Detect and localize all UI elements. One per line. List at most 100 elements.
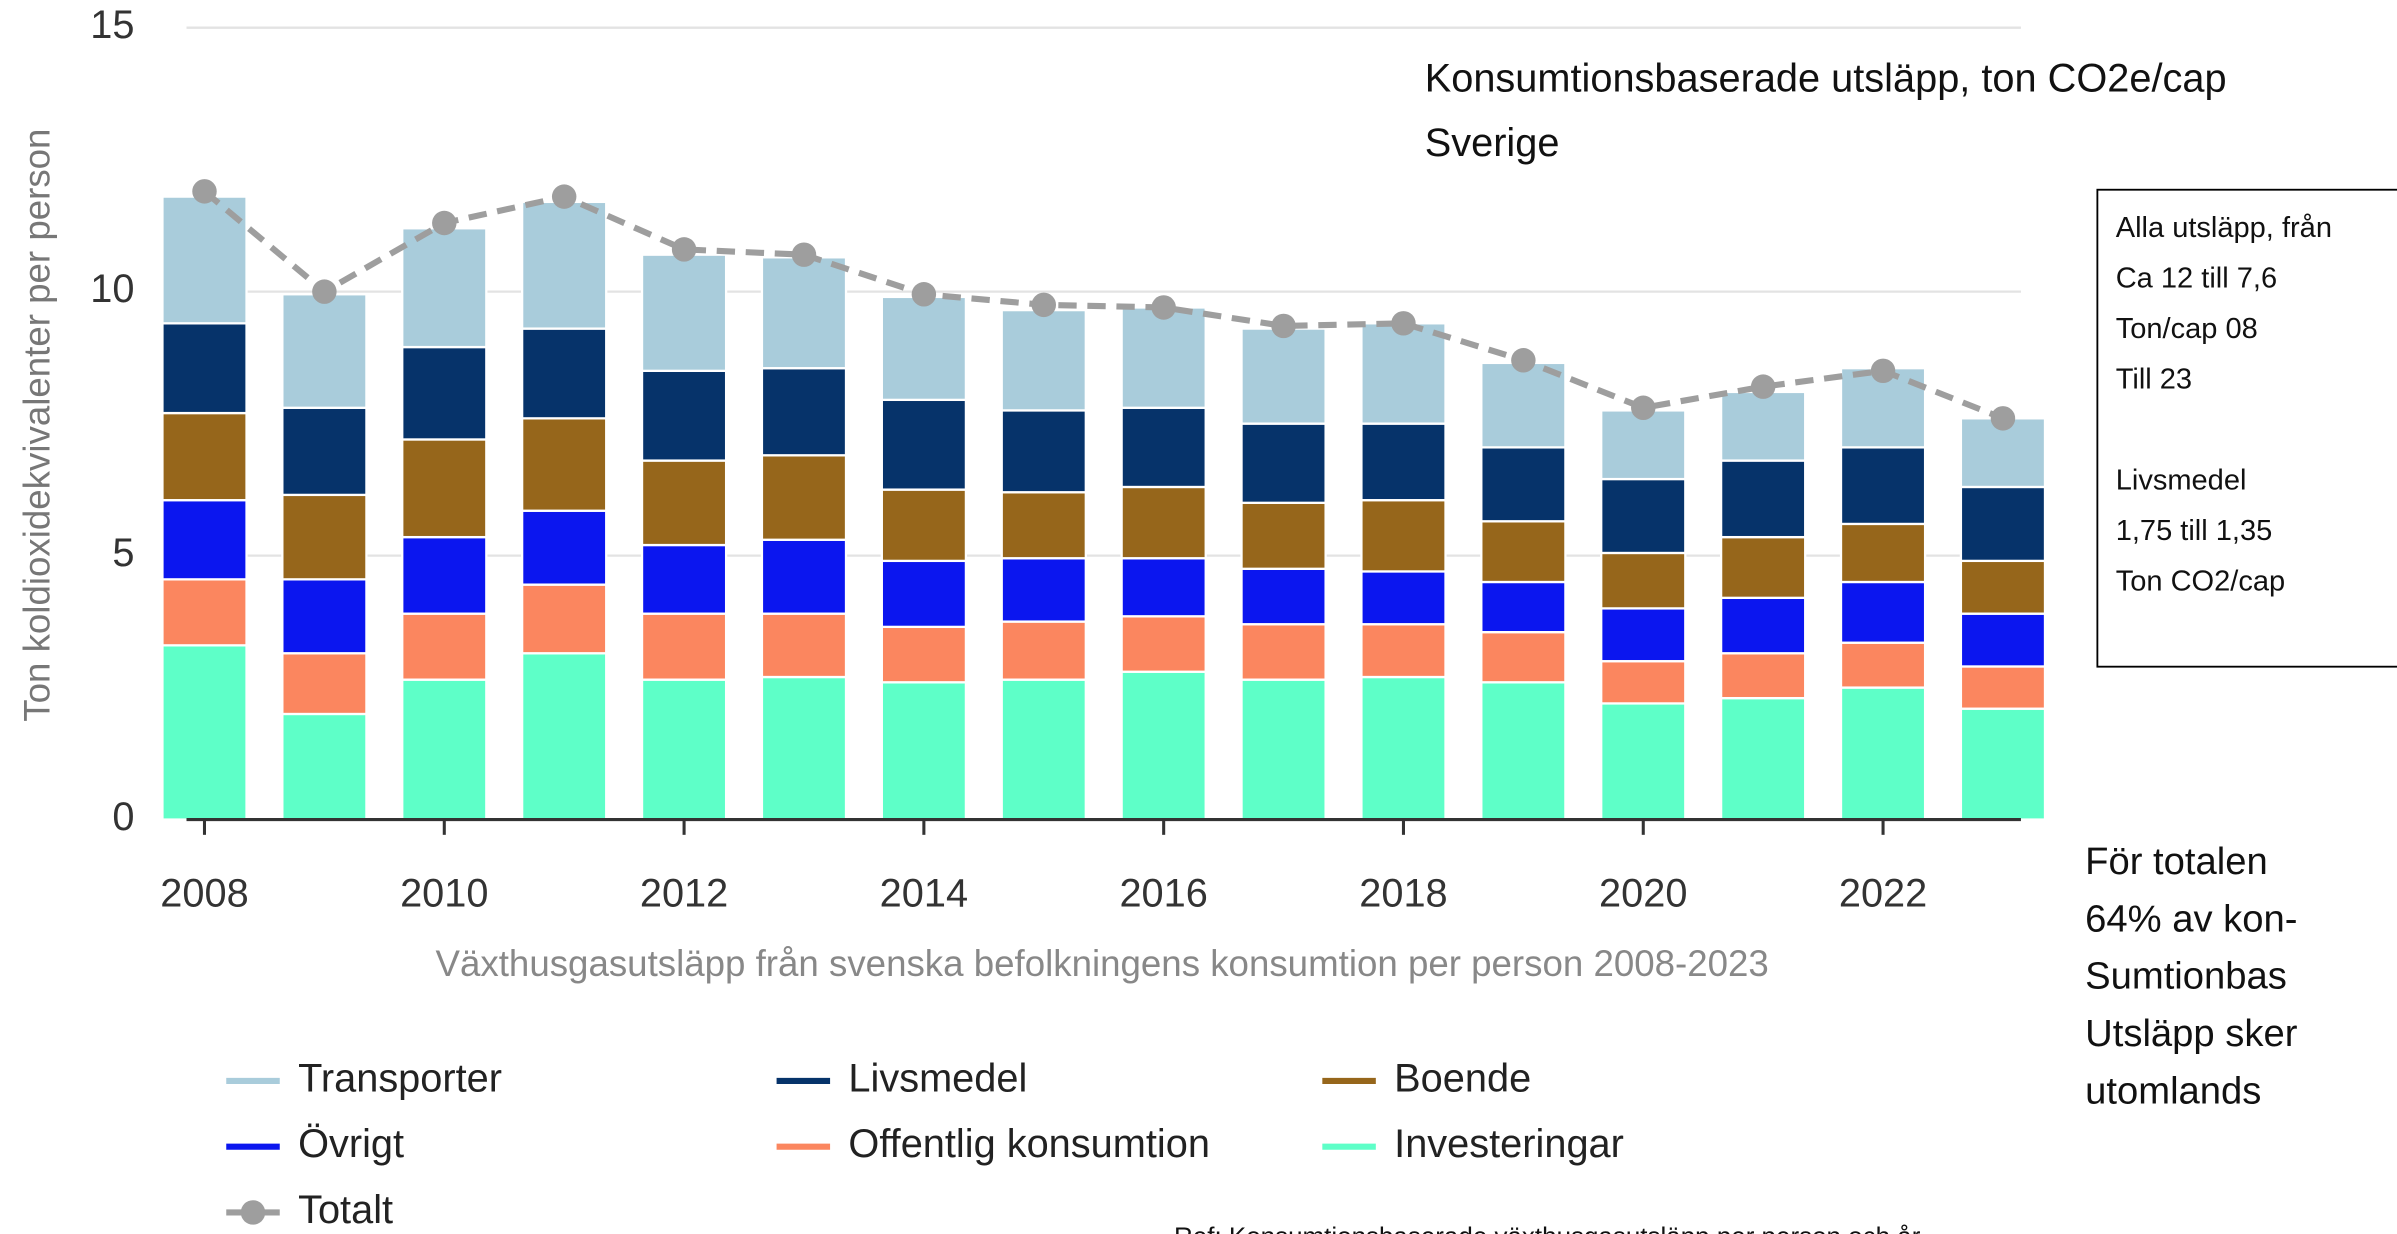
bar-segment: [1839, 446, 1927, 526]
x-tick-label: 2016: [1119, 871, 1207, 915]
bar-segment: [760, 675, 848, 821]
x-tick-label: 2010: [400, 871, 488, 915]
source-note: Ref: Konsumtionsbaserade växthusgasutslä…: [1174, 1221, 1921, 1234]
total-marker: [1511, 348, 1536, 373]
bar-segment: [760, 256, 848, 370]
legend-label: Livsmedel: [848, 1056, 1027, 1100]
bar-segment: [161, 411, 248, 502]
bar-segment: [161, 644, 248, 821]
bar-segment: [520, 652, 608, 821]
total-marker: [1870, 358, 1896, 384]
x-tick-label: 2008: [160, 871, 248, 915]
bar-segment: [1839, 580, 1927, 644]
total-marker: [671, 237, 697, 262]
bar-segment: [640, 253, 728, 372]
bar-segment: [1000, 620, 1087, 681]
y-axis-label: Ton koldioxidekvivalenter per person: [16, 129, 57, 722]
bar-segment: [401, 345, 488, 441]
bar-segment: [281, 712, 368, 821]
total-marker: [1631, 395, 1656, 421]
bar-segment: [1360, 499, 1447, 573]
total-marker: [551, 184, 577, 209]
bar-segment: [1959, 485, 2047, 563]
bar-segment: [880, 398, 968, 491]
bar-segment: [1600, 477, 1687, 555]
bar-segment: [281, 406, 368, 497]
annotation-text: Ca 12 till 7,6: [2116, 263, 2277, 295]
bar-segment: [1000, 557, 1087, 623]
bar-segment: [520, 509, 608, 586]
bar-segment: [760, 538, 848, 615]
bar-segment: [1959, 559, 2047, 615]
total-line: [202, 188, 2005, 422]
legend-label: Transporter: [298, 1056, 502, 1100]
bar-segment: [281, 293, 368, 409]
bar-segment: [1240, 422, 1327, 504]
bar-segment: [1240, 623, 1327, 681]
bar-segment: [1959, 612, 2047, 668]
bar-segment: [1719, 390, 1807, 462]
bar-segment: [520, 200, 608, 330]
legend-label: Boende: [1394, 1056, 1531, 1100]
total-marker: [312, 279, 337, 304]
bar-segment: [640, 612, 728, 681]
annotation-text: 1,75 till 1,35: [2116, 515, 2273, 547]
bar-segment: [1120, 306, 1207, 409]
x-axis-label: Växthusgasutsläpp från svenska befolknin…: [436, 943, 1769, 984]
bar-segment: [1719, 459, 1807, 539]
x-tick-label: 2022: [1839, 871, 1927, 915]
bar-segment: [640, 369, 728, 462]
annotation-text: Ton/cap 08: [2116, 313, 2258, 345]
bar-segment: [640, 678, 728, 821]
y-tick-label: 10: [90, 267, 134, 311]
bar-segment: [1120, 615, 1207, 673]
annotation-text: Alla utsläpp, från: [2116, 212, 2332, 244]
bar-segment: [1480, 446, 1567, 523]
annotation-text: utomlands: [2085, 1069, 2261, 1112]
bar-segment: [760, 367, 848, 457]
bar-segment: [760, 612, 848, 679]
bar-segment: [1120, 485, 1207, 560]
annotation-text: Livsmedel: [2116, 464, 2247, 496]
bar-segment: [520, 583, 608, 655]
bar-segment: [1000, 409, 1087, 494]
y-tick-label: 0: [112, 795, 134, 839]
bar-segment: [1959, 665, 2047, 710]
x-tick-label: 2020: [1599, 871, 1687, 915]
bar-segment: [1360, 322, 1447, 425]
bar-segment: [281, 578, 368, 655]
bar-segment: [401, 227, 488, 349]
bar-segment: [1480, 630, 1567, 684]
bar-segment: [520, 417, 608, 512]
annotation-text: Sumtionbas: [2085, 955, 2287, 998]
total-marker: [1271, 313, 1296, 339]
x-tick-label: 2018: [1359, 871, 1447, 915]
bar-segment: [520, 327, 608, 420]
total-marker: [791, 242, 817, 267]
bar-segment: [1839, 522, 1927, 584]
legend-label: Övrigt: [298, 1122, 404, 1166]
bar-segment: [880, 295, 968, 402]
bar-segment: [1600, 702, 1687, 821]
bar-segment: [1120, 406, 1207, 489]
bar-segment: [1480, 361, 1567, 449]
chart-subtitle: Sverige: [1425, 121, 1560, 165]
bar-segment: [1360, 623, 1447, 679]
bar-segment: [1600, 660, 1687, 705]
legend-label: Totalt: [298, 1188, 393, 1232]
bar-segment: [1719, 535, 1807, 599]
total-marker: [1750, 374, 1776, 399]
bar-segment: [161, 322, 248, 415]
y-tick-label: 15: [90, 3, 134, 47]
bar-segment: [1360, 422, 1447, 502]
bar-segment: [640, 543, 728, 615]
bar-segment: [880, 488, 968, 563]
bar-segment: [1360, 675, 1447, 821]
legend-label: Investeringar: [1394, 1122, 1624, 1166]
bar-segment: [1480, 580, 1567, 634]
bar-segment: [1000, 491, 1087, 560]
bar-segment: [760, 454, 848, 541]
bar-segment: [281, 493, 368, 581]
bar-segment: [401, 438, 488, 539]
